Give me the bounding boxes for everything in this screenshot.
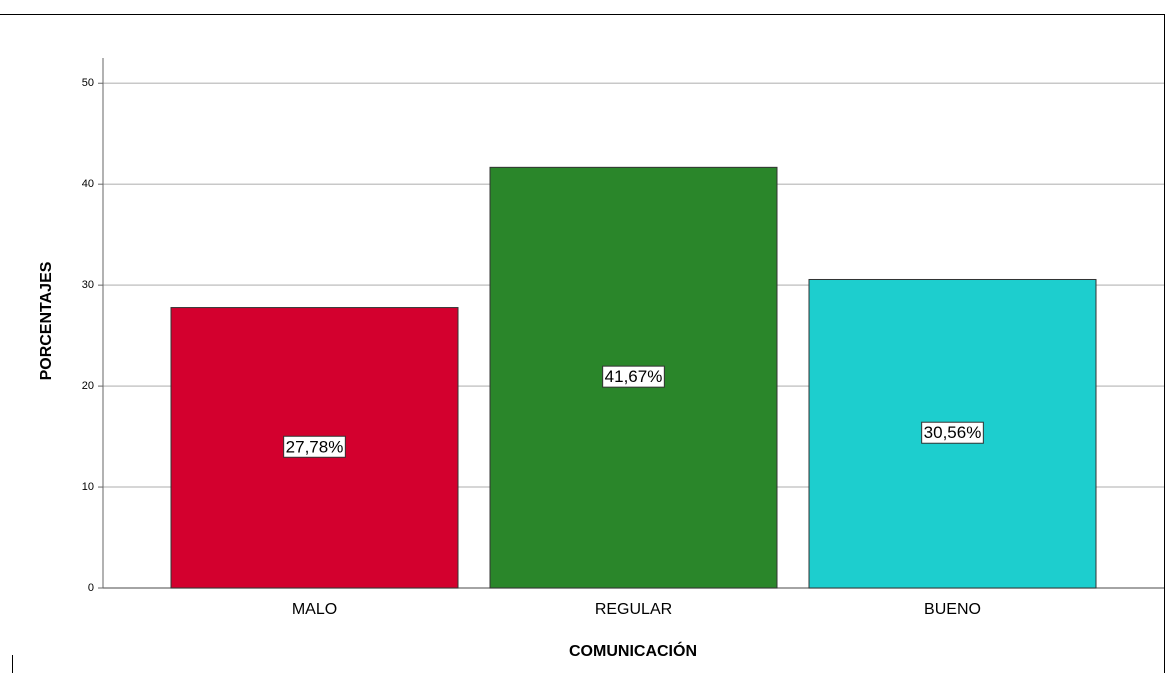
data-label-box bbox=[921, 421, 984, 444]
data-label: 41,67% bbox=[605, 367, 663, 386]
data-label-box bbox=[602, 365, 665, 388]
x-tick-label: REGULAR bbox=[595, 601, 672, 618]
y-tick-label: 20 bbox=[82, 380, 94, 392]
x-tick-label: MALO bbox=[292, 601, 337, 618]
data-label: 27,78% bbox=[286, 437, 344, 456]
y-tick-label: 30 bbox=[82, 279, 94, 291]
y-tick-label: 0 bbox=[88, 582, 94, 594]
y-tick-label: 50 bbox=[82, 77, 94, 89]
data-label: 30,56% bbox=[924, 423, 982, 442]
y-axis-title: PORCENTAJES bbox=[38, 261, 55, 380]
y-tick-label: 40 bbox=[82, 178, 94, 190]
y-tick-label: 10 bbox=[82, 481, 94, 493]
x-tick-label: BUENO bbox=[924, 601, 981, 618]
data-label-box bbox=[283, 435, 346, 458]
x-axis-title: COMUNICACIÓN bbox=[569, 641, 697, 660]
